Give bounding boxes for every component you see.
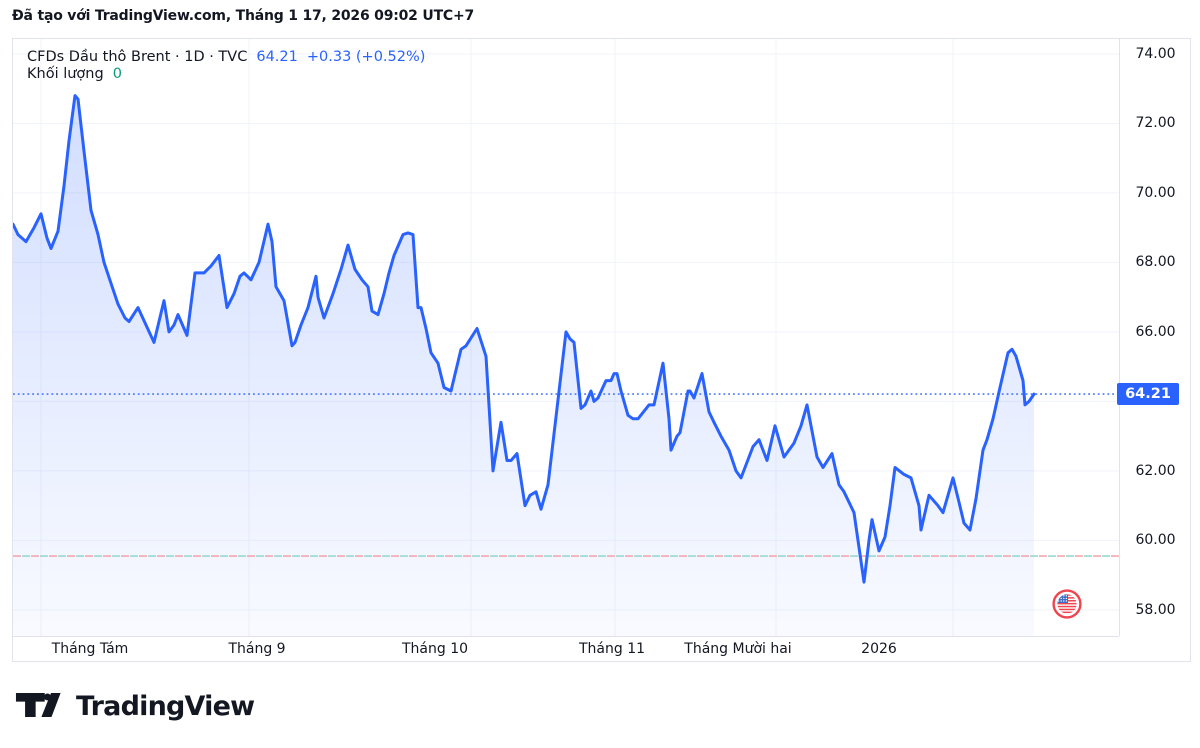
legend-change: +0.33 (+0.52%) (306, 49, 426, 65)
volume-value: 0 (112, 66, 122, 82)
attribution-header: Đã tạo với TradingView.com, Tháng 1 17, … (12, 8, 475, 24)
volume-label[interactable]: Khối lượng (27, 66, 104, 82)
tradingview-logo-icon[interactable] (15, 692, 63, 722)
x-axis-label: Tháng 10 (401, 641, 469, 657)
y-axis-label: 72.00 (1135, 115, 1176, 132)
last-price-badge: 64.21 (1117, 383, 1179, 406)
y-axis-label: 60.00 (1135, 532, 1176, 549)
x-axis-label: Tháng Tám (51, 641, 129, 657)
x-axis-label: Tháng 11 (578, 641, 646, 657)
chart-legend: CFDs Dầu thô Brent · 1D · TVC 64.21 +0.3… (27, 49, 425, 83)
y-axis-label: 70.00 (1135, 184, 1176, 201)
y-axis-label: 68.00 (1135, 254, 1176, 271)
us-flag-icon (1052, 589, 1082, 619)
time-axis[interactable]: Tháng Tám Tháng 9 Tháng 10 Tháng 11 Tháng Mư… (13, 636, 1119, 662)
y-axis-label: 74.00 (1135, 45, 1176, 62)
x-axis-label: 2026 (861, 641, 897, 657)
chart-plot-area[interactable]: CFDs Dầu thô Brent · 1D · TVC 64.21 +0.3… (13, 39, 1119, 636)
price-axis[interactable]: 64.21 74.0072.0070.0068.0066.0064.0062.0… (1117, 39, 1191, 636)
y-axis-label: 62.00 (1135, 462, 1176, 479)
x-axis-label: Tháng 9 (228, 641, 286, 657)
y-axis-label: 58.00 (1135, 601, 1176, 618)
y-axis-label: 66.00 (1135, 323, 1176, 340)
price-chart (13, 39, 1119, 636)
price-line-series (13, 94, 1036, 584)
symbol-title[interactable]: CFDs Dầu thô Brent · 1D · TVC (27, 49, 248, 65)
chart-widget: CFDs Dầu thô Brent · 1D · TVC 64.21 +0.3… (12, 38, 1191, 662)
area-fill (13, 95, 1034, 636)
tradingview-footer: TradingView (15, 691, 255, 722)
x-axis-label: Tháng Mười hai (684, 641, 792, 657)
legend-last-price: 64.21 (256, 49, 298, 65)
tradingview-logo-text[interactable]: TradingView (76, 691, 255, 722)
